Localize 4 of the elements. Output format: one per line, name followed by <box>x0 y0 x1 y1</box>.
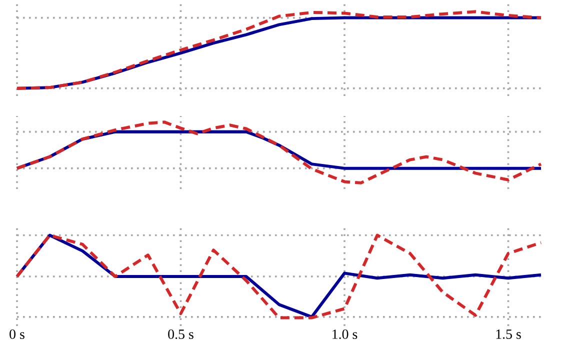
x-tick-label: 1.5 s <box>496 330 521 339</box>
x-tick-label: 0.5 s <box>168 330 194 339</box>
x-tick-label: 0 s <box>10 330 24 339</box>
x-tick-label: 1.0 s <box>332 330 358 339</box>
